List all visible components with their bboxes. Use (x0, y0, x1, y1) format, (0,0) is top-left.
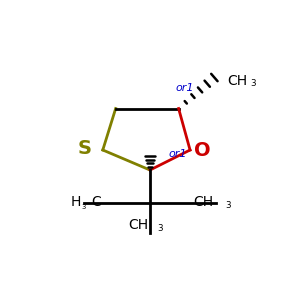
Text: $_3$: $_3$ (81, 202, 87, 212)
Text: C: C (91, 194, 101, 208)
Text: or1: or1 (176, 83, 194, 93)
Text: $_3$: $_3$ (157, 221, 164, 234)
Text: or1: or1 (169, 149, 187, 159)
Text: H: H (71, 194, 81, 208)
Text: CH: CH (193, 194, 213, 208)
Text: CH: CH (128, 218, 148, 232)
Text: O: O (194, 140, 210, 160)
Text: S: S (78, 139, 92, 158)
Text: CH: CH (227, 74, 248, 88)
Text: $_3$: $_3$ (250, 76, 256, 89)
Text: $_3$: $_3$ (224, 198, 232, 211)
